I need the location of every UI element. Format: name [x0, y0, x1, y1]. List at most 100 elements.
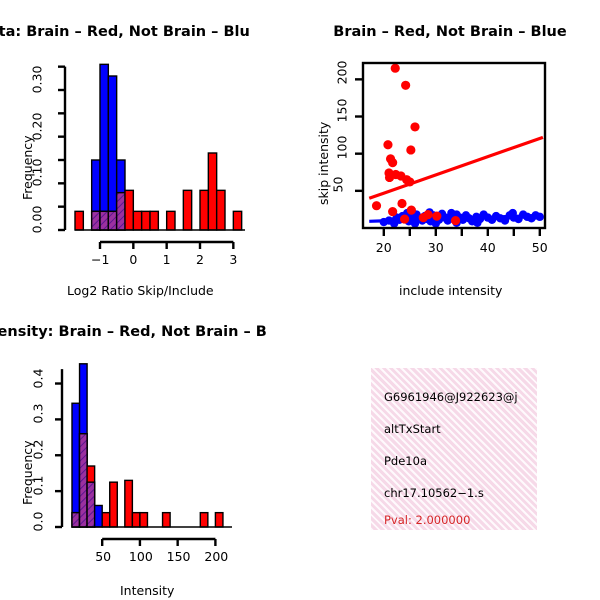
scatter-point-notbrain [410, 219, 420, 228]
histogram-bar-brain [140, 210, 151, 231]
event-type-text: altTxStart [384, 422, 441, 436]
histogram-bar-brain [161, 511, 171, 528]
histogram-bar-brain [207, 152, 218, 231]
scatter-axes [355, 61, 547, 236]
scatter-points [368, 63, 544, 228]
x-tick-label: 100 [128, 549, 153, 564]
y-tick-label: 0.0 [30, 511, 46, 532]
y-tick-label: 0.10 [29, 158, 45, 187]
panel-title-gene-intensity: ne Itensity: Brain – Red, Not Brain – B [0, 324, 267, 340]
histogram-bar-brain [109, 481, 118, 528]
histogram-bar-brain [199, 511, 209, 528]
histogram-bar-notbrain [99, 63, 110, 231]
x-tick-label: 150 [166, 549, 191, 564]
y-tick-label: 0.1 [30, 475, 46, 496]
scatter-point-brain [371, 201, 382, 211]
y-tick-label: 0.4 [30, 368, 46, 388]
histogram-bar-brain [165, 210, 176, 231]
x-axis-label-include-intensity: include intensity [399, 283, 503, 298]
histogram-bar-overlap [78, 433, 88, 528]
scatter-point-brain [406, 205, 416, 215]
gene-name-text: Pde10a [384, 454, 427, 468]
histogram-bar-brain [215, 189, 226, 231]
histogram-bar-notbrain [71, 402, 81, 528]
panel-intensity-scatter: Brain – Red, Not Brain – Blue skip inten… [300, 0, 600, 300]
histogram-bar-overlap [71, 511, 81, 528]
y-tick-label: 200 [334, 60, 350, 85]
panel-title-ratio-histogram: RatioData: Brain – Red, Not Brain – Blu [0, 24, 250, 40]
y-tick-label: 0.20 [29, 112, 45, 141]
ratio-histogram-axes [58, 65, 245, 249]
histogram-bar-notbrain [107, 75, 118, 231]
pvalue-text: Pval: 2.000000 [384, 513, 471, 527]
y-tick-label: 0.00 [29, 205, 45, 234]
histogram-bar-brain [199, 189, 210, 231]
scatter-point-brain [418, 212, 428, 223]
x-tick-label: −1 [91, 252, 110, 267]
histogram-bar-brain [132, 210, 143, 231]
x-tick-label: 50 [95, 549, 112, 564]
histogram-bar-overlap [107, 210, 118, 231]
x-tick-label: 0 [129, 252, 138, 267]
histogram-bar-overlap [86, 481, 96, 528]
event-id-text: G6961946@J922623@j [384, 390, 518, 404]
panel-gene-intensity-histogram: ne Itensity: Brain – Red, Not Brain – B … [0, 300, 300, 600]
scatter-point-brain [388, 157, 398, 168]
scatter-point-notbrain [473, 218, 482, 227]
gene-intensity-axes [55, 369, 232, 546]
histogram-bar-brain [131, 511, 141, 528]
histogram-bar-overlap [115, 191, 126, 231]
event-info-box: G6961946@J922623@j altTxStart Pde10a chr… [371, 368, 537, 530]
y-tick-label: 150 [334, 98, 350, 122]
histogram-bar-brain [149, 210, 160, 231]
histogram-bar-brain [182, 189, 193, 231]
histogram-bar-brain [74, 210, 85, 231]
y-tick-label: 0.2 [30, 439, 46, 460]
scatter-point-notbrain [431, 219, 440, 228]
panel-event-info: G6961946@J922623@j altTxStart Pde10a chr… [300, 300, 600, 600]
x-tick-label: 3 [229, 252, 238, 267]
scatter-point-brain [390, 63, 400, 73]
histogram-bar-brain [101, 511, 111, 528]
scatter-point-brain [397, 198, 407, 209]
scatter-point-brain [410, 122, 420, 132]
x-tick-label: 40 [479, 240, 496, 255]
plot-box [361, 61, 547, 230]
x-tick-label: 20 [375, 240, 392, 255]
y-tick-label: 50 [330, 176, 346, 193]
ratio-histogram-svg [58, 63, 245, 249]
histogram-bar-brain [139, 511, 149, 528]
panel-ratio-histogram: RatioData: Brain – Red, Not Brain – Blu … [0, 0, 300, 300]
scatter-point-brain [388, 207, 398, 217]
y-tick-label: 0.30 [29, 65, 45, 94]
panel-title-intensity-scatter: Brain – Red, Not Brain – Blue [333, 24, 567, 40]
scatter-point-brain [384, 172, 395, 183]
histogram-bar-brain [232, 210, 243, 231]
x-tick-label: 30 [427, 240, 444, 255]
histogram-bar-overlap [99, 210, 110, 231]
histogram-bar-brain [214, 511, 224, 528]
histogram-bar-brain [124, 479, 134, 528]
x-tick-label: 1 [162, 252, 171, 267]
scatter-point-notbrain [447, 208, 456, 218]
x-tick-label: 2 [196, 252, 204, 267]
y-tick-label: 0.3 [30, 403, 46, 424]
scatter-point-brain [400, 214, 410, 224]
scatter-point-brain [450, 215, 461, 226]
gene-intensity-histogram-svg [55, 363, 232, 546]
ratio-histogram-bars [74, 63, 243, 231]
scatter-svg [355, 61, 547, 236]
x-axis-label-intensity: Intensity [120, 583, 175, 598]
histogram-bar-notbrain [93, 504, 103, 528]
scatter-point-brain [406, 145, 416, 155]
genomic-coords-text: chr17.10562−1.s [384, 486, 484, 500]
scatter-point-brain [383, 140, 393, 150]
x-tick-label: 50 [531, 240, 548, 255]
x-axis-label-log2-ratio: Log2 Ratio Skip/Include [67, 283, 214, 298]
gene-intensity-bars [71, 363, 224, 528]
scatter-point-brain [432, 211, 442, 221]
x-tick-label: 200 [204, 549, 229, 564]
histogram-bar-overlap [90, 210, 101, 231]
scatter-point-brain [401, 80, 411, 90]
histogram-bar-brain [124, 189, 135, 231]
